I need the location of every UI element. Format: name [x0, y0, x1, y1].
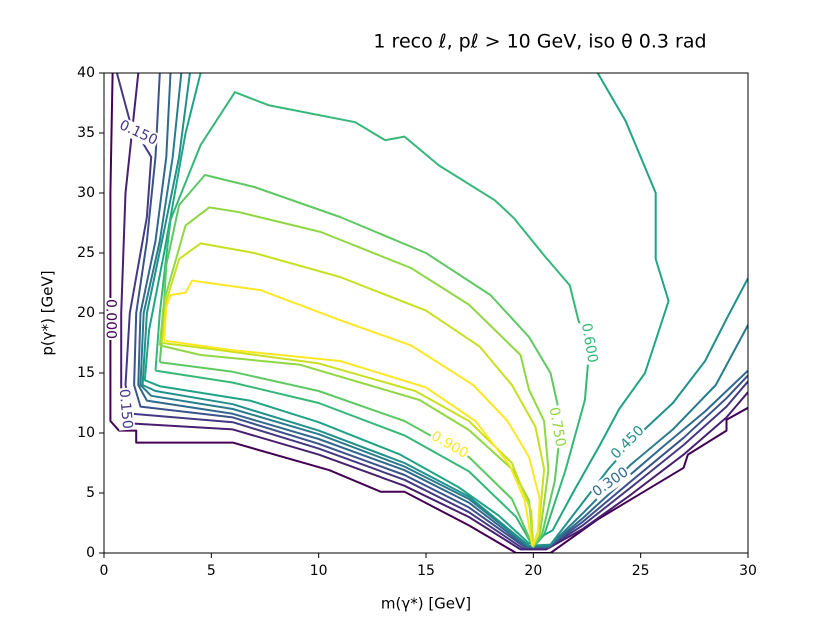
contour-line	[161, 242, 546, 547]
x-tick-label: 0	[100, 563, 109, 579]
x-tick-label: 5	[207, 563, 216, 579]
y-axis-label: p(γ*) [GeV]	[39, 270, 57, 355]
x-tick-label: 10	[310, 563, 328, 579]
y-tick-label: 5	[86, 485, 95, 501]
contour-line	[120, 73, 748, 551]
x-tick-label: 20	[524, 563, 542, 579]
contour-label: 0.150	[116, 388, 135, 429]
contour-label-bg	[588, 463, 633, 501]
y-tick-label: 10	[77, 425, 95, 441]
x-axis-label: m(γ*) [GeV]	[381, 595, 471, 613]
contour-line	[109, 73, 748, 553]
x-tick-label: 15	[417, 563, 435, 579]
contour-label-bg	[102, 298, 119, 340]
y-tick-label: 30	[77, 185, 95, 201]
contour-label: 0.600	[578, 322, 601, 364]
contour-line	[141, 73, 748, 547]
contour-line	[139, 73, 748, 547]
contour-label: 0.150	[117, 117, 160, 148]
x-tick-label: 25	[632, 563, 650, 579]
contour-line	[154, 91, 591, 548]
y-tick-label: 20	[77, 305, 95, 321]
y-tick-label: 0	[86, 545, 95, 561]
contour-label: 0.000	[102, 299, 118, 339]
contour-label-bg	[545, 404, 569, 450]
contour-line	[133, 73, 748, 548]
chart-title: 1 reco ℓ, pℓ > 10 GeV, iso θ 0.3 rad	[373, 31, 706, 53]
y-tick-label: 25	[77, 245, 95, 261]
contour-label-bg	[115, 387, 136, 431]
contour-line	[137, 73, 748, 548]
y-tick-label: 15	[77, 365, 95, 381]
contour-line	[163, 279, 541, 547]
contour-line	[143, 73, 670, 545]
contour-line	[158, 174, 563, 548]
x-tick-label: 30	[739, 563, 757, 579]
contour-label-bg	[607, 422, 649, 464]
contour-line	[115, 73, 748, 550]
contour-line	[158, 206, 550, 547]
contour-label: 0.300	[590, 464, 632, 500]
y-tick-label: 40	[77, 65, 95, 81]
contour-label-bg	[427, 427, 472, 463]
contour-label-bg	[577, 320, 601, 366]
y-tick-label: 35	[77, 125, 95, 141]
contour-label: 0.750	[546, 406, 569, 448]
contour-label-bg	[115, 116, 161, 150]
contour-label: 0.900	[428, 428, 471, 462]
